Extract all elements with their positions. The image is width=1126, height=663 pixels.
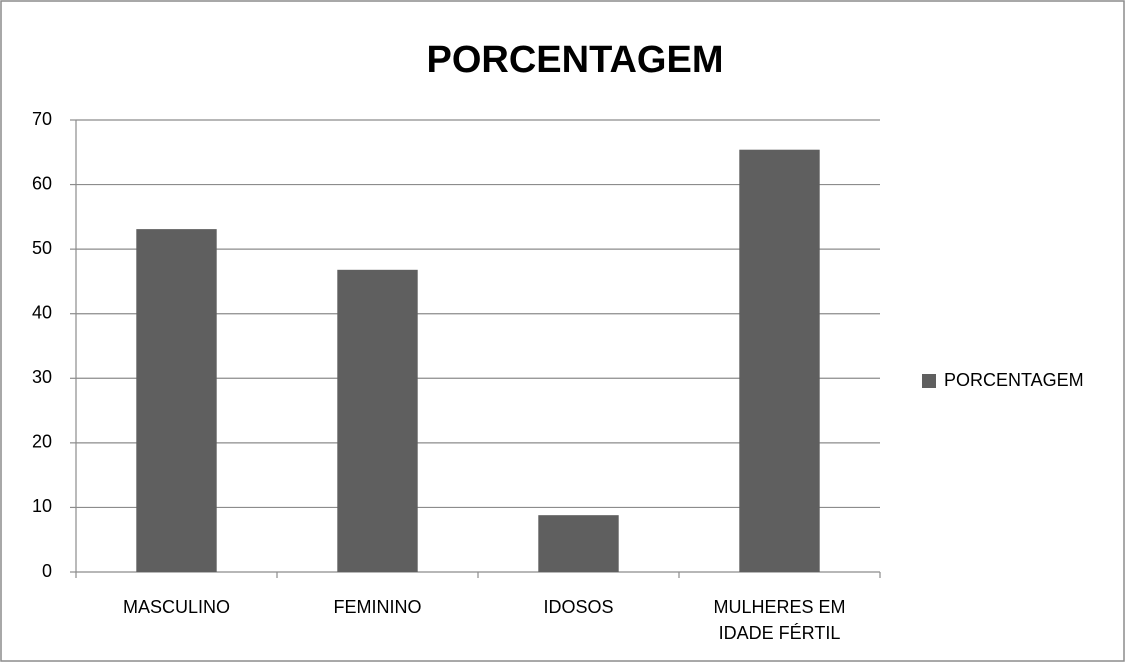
x-tick-label: IDOSOS <box>543 597 614 617</box>
x-tick-label: MASCULINO <box>122 597 230 617</box>
legend-swatch <box>922 374 936 388</box>
y-tick-label: 10 <box>32 496 52 516</box>
y-tick-label: 20 <box>32 432 52 452</box>
y-tick-label: 0 <box>42 561 52 581</box>
y-tick-label: 60 <box>32 173 52 193</box>
y-tick-label: 70 <box>32 109 52 129</box>
bar <box>739 149 820 572</box>
x-tick-label: FEMININO <box>333 597 422 617</box>
bar <box>136 229 217 572</box>
x-tick-label: MULHERES EM IDADE FÉRTIL <box>713 597 846 643</box>
legend-label: PORCENTAGEM <box>944 370 1084 390</box>
bar <box>538 515 619 572</box>
y-tick-label: 40 <box>32 302 52 322</box>
chart-title: PORCENTAGEM <box>427 39 724 81</box>
bar <box>337 269 418 572</box>
y-tick-label: 30 <box>32 367 52 387</box>
y-tick-label: 50 <box>32 238 52 258</box>
